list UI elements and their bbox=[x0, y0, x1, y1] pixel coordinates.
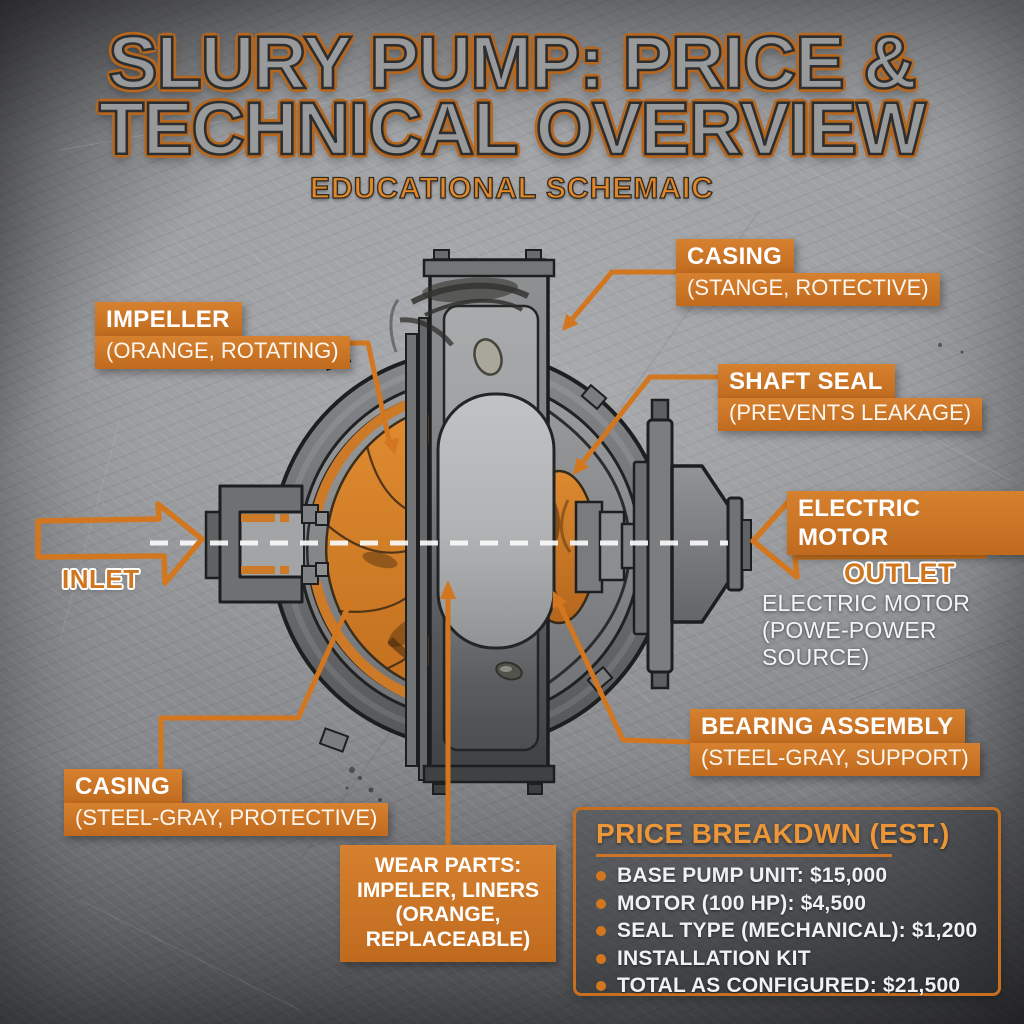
bullet-dot-icon bbox=[596, 953, 606, 964]
leader-arrowheads bbox=[383, 313, 590, 609]
price-list-item: SEAL TYPE (MECHANICAL): $1,200 bbox=[596, 919, 984, 943]
leader-shaft-seal bbox=[577, 374, 718, 469]
callout-impeller: IMPELLER (ORANGE, ROTATING) bbox=[95, 302, 350, 370]
wear-parts-line1: WEAR PARTS: bbox=[374, 854, 522, 877]
callout-bearing-title: BEARING ASSEMBLY bbox=[690, 709, 966, 744]
bullet-dot-icon bbox=[596, 926, 606, 936]
inlet-arrow-icon bbox=[35, 501, 205, 586]
bullet-dot-icon bbox=[596, 871, 606, 881]
price-breakdown-panel: PRICE BREAKDWN (EST.) BASE PUMP UNIT: $1… bbox=[573, 807, 1001, 998]
callout-casing-top-title: CASING bbox=[676, 239, 795, 274]
header: SLURY PUMP: PRICE & TECHNICAL OVERVIEW E… bbox=[0, 21, 1024, 206]
price-list-item: BASE PUMP UNIT: $15,000 bbox=[596, 864, 984, 888]
callout-shaft-seal-sub: (PREVENTS LEAKAGE) bbox=[718, 397, 983, 432]
wear-parts-line3: (ORANGE, REPLACEABLE) bbox=[365, 903, 531, 951]
bullet-dot-icon bbox=[596, 898, 606, 909]
motor-cone bbox=[670, 464, 752, 624]
price-list-item: TOTAL AS CONFIGURED: $21,500 bbox=[596, 974, 984, 998]
leader-bearing bbox=[556, 601, 691, 745]
page-title-line1: SLURY PUMP: PRICE & bbox=[107, 21, 918, 104]
price-list: BASE PUMP UNIT: $15,000 MOTOR (100 HP): … bbox=[596, 864, 984, 998]
price-title-underline bbox=[596, 854, 892, 857]
leader-casing-bottom bbox=[158, 596, 355, 772]
motor-note-line2: (POWE-POWER SOURCE) bbox=[762, 617, 937, 671]
bullet-dot-icon bbox=[596, 981, 606, 991]
wear-parts-line2: IMPELER, LINERS bbox=[356, 878, 540, 902]
price-list-item: MOTOR (100 HP): $4,500 bbox=[596, 892, 984, 916]
page-title: SLURY PUMP: PRICE & TECHNICAL OVERVIEW bbox=[0, 21, 1024, 170]
callout-electric-motor-title: ELECTRIC MOTOR bbox=[787, 491, 1024, 555]
callout-casing-top-sub: (STANGE, ROTECTIVE) bbox=[676, 272, 940, 307]
page-title-line2: TECHNICAL OVERVIEW bbox=[98, 87, 928, 170]
callout-casing-bottom-title: CASING bbox=[64, 769, 183, 804]
callout-bearing-assembly: BEARING ASSEMBLY (STEEL-GRAY, SUPPORT) bbox=[690, 709, 980, 777]
callout-casing-bottom: CASING (STEEL-GRAY, PROTECTIVE) bbox=[64, 769, 389, 837]
callout-impeller-sub: (ORANGE, ROTATING) bbox=[95, 335, 350, 370]
callout-electric-motor: ELECTRIC MOTOR bbox=[787, 491, 1024, 555]
soot-marks bbox=[389, 277, 530, 681]
callout-casing-bottom-sub: (STEEL-GRAY, PROTECTIVE) bbox=[64, 802, 389, 837]
callout-shaft-seal-title: SHAFT SEAL bbox=[718, 364, 895, 399]
price-panel-title: PRICE BREAKDWN (EST.) bbox=[596, 818, 950, 849]
volute-ball bbox=[436, 392, 556, 650]
motor-note-line1: ELECTRIC MOTOR bbox=[762, 590, 971, 616]
inlet-pipe bbox=[204, 484, 329, 604]
callout-bearing-sub: (STEEL-GRAY, SUPPORT) bbox=[690, 742, 980, 777]
callout-wear-parts: WEAR PARTS: IMPELER, LINERS (ORANGE, REP… bbox=[340, 845, 556, 963]
price-list-item: INSTALLATION KIT bbox=[596, 947, 984, 971]
callout-shaft-seal: SHAFT SEAL (PREVENTS LEAKAGE) bbox=[718, 364, 983, 432]
callout-casing-top: CASING (STANGE, ROTECTIVE) bbox=[676, 239, 940, 307]
outlet-label: OUTLET bbox=[844, 558, 955, 588]
leader-casing-top bbox=[566, 269, 676, 326]
page-subtitle: EDUCATIONAL SCHEMAIC bbox=[309, 171, 714, 205]
pump-cutaway bbox=[150, 249, 752, 795]
motor-note: ELECTRIC MOTOR (POWE-POWER SOURCE) bbox=[762, 590, 1024, 671]
inlet-label: INLET bbox=[62, 564, 140, 594]
callout-impeller-title: IMPELLER bbox=[95, 302, 242, 337]
